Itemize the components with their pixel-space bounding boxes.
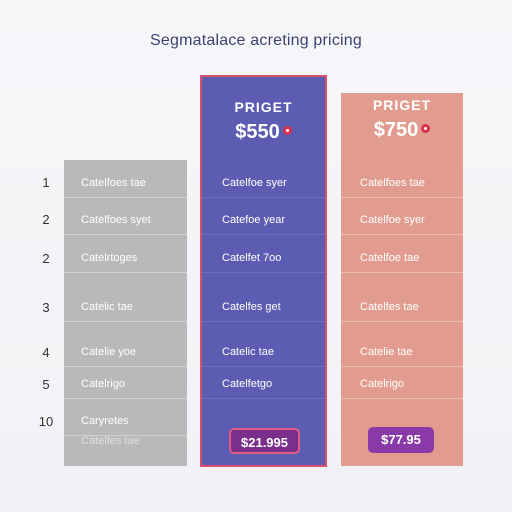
feature-row: Catelrigo: [64, 369, 187, 399]
feature-row: Catelfoe syer: [341, 205, 463, 235]
row-number: 2: [42, 212, 50, 227]
feature-row: Catelic tae: [64, 292, 187, 322]
plan-price: $550: [202, 121, 325, 144]
price-badge-icon: [282, 126, 292, 135]
plan-column-basic: Catelfoes tae Catelfoes syet Catelrtoges…: [64, 160, 187, 466]
feature-row: Catelfoes syet: [64, 205, 187, 235]
row-number: 5: [42, 377, 50, 392]
feature-row: Catelfes get: [202, 292, 325, 322]
feature-row: Caryretes: [64, 406, 187, 436]
feature-row: Catelfoes tae: [341, 168, 463, 198]
plan-price: $750: [341, 119, 463, 142]
feature-row: Catefoe year: [202, 205, 325, 235]
select-plan-button-premium[interactable]: $77.95: [368, 427, 434, 453]
feature-row: Catelfet 7oo: [202, 243, 325, 273]
plan-name: PRIGET: [372, 97, 432, 113]
feature-row: Catelfetgo: [202, 369, 325, 399]
row-number: 2: [42, 251, 50, 266]
price-badge-icon: [421, 124, 431, 133]
feature-row: Catelic tae: [202, 337, 325, 367]
row-number: 1: [42, 175, 50, 190]
plan-price-value: $550: [235, 121, 280, 143]
feature-row: Catelfoe tae: [341, 243, 463, 273]
feature-row: Catelie tae: [341, 337, 463, 367]
plan-column-pro: PRIGET $550 Catelfoe syer Catefoe year C…: [200, 75, 327, 467]
plan-column-premium: PRIGET $750 Catelfoes tae Catelfoe syer …: [341, 93, 463, 466]
row-number: 4: [42, 345, 50, 360]
feature-row: Catelfes tae: [341, 292, 463, 322]
feature-row: Catelfoe syer: [202, 168, 325, 198]
feature-row: Catelfes tae: [81, 435, 140, 447]
row-number: 3: [42, 300, 50, 315]
plan-price-value: $750: [373, 119, 419, 141]
feature-row: Catelie yoe: [64, 337, 187, 367]
feature-row: Catelrigo: [341, 369, 463, 399]
select-plan-button-pro[interactable]: $21.995: [229, 428, 300, 454]
page-title: Segmatalace acreting pricing: [150, 32, 362, 49]
feature-row: Catelrtoges: [64, 243, 187, 273]
feature-row: Catelfoes tae: [64, 168, 187, 198]
plan-name: PRIGET: [234, 99, 293, 115]
row-number: 10: [38, 414, 54, 429]
